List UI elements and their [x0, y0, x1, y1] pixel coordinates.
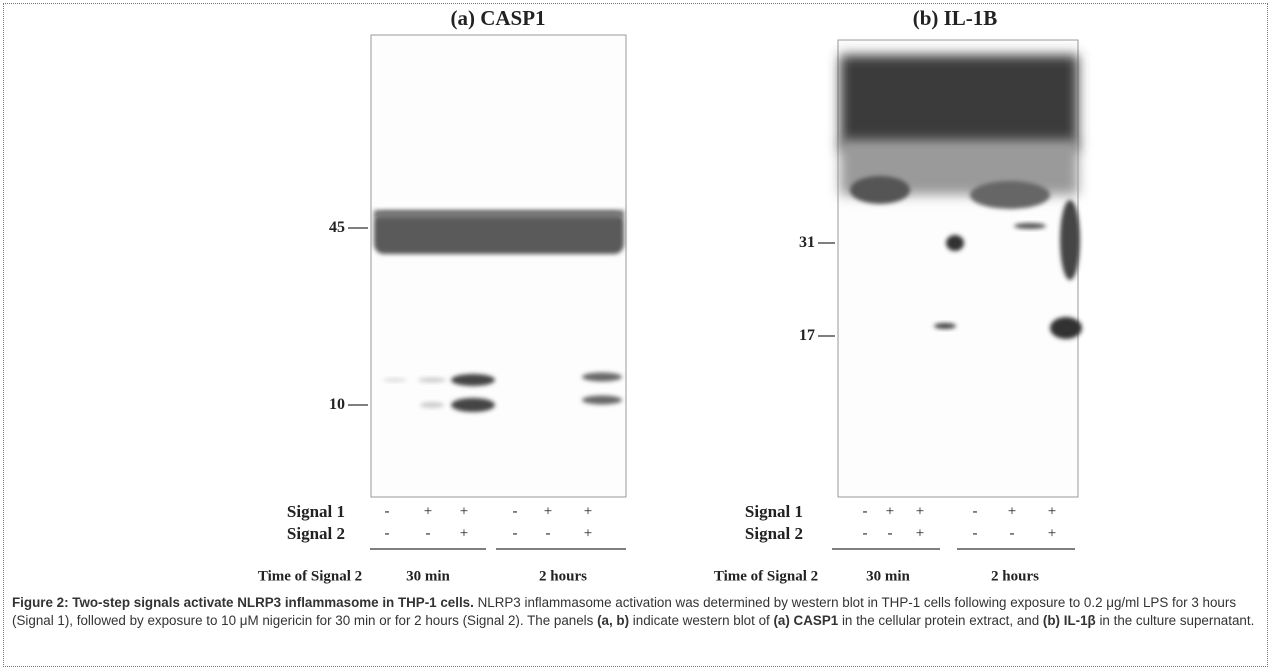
caption: Figure 2: Two-step signals activate NLRP… — [12, 594, 1262, 630]
time-label: Time of Signal 2 — [713, 568, 819, 585]
caption-text: (b) IL-1β — [1042, 613, 1096, 628]
lane-sign: - — [972, 503, 978, 520]
signal-label: Signal 2 — [286, 524, 345, 543]
lane-sign: + — [915, 503, 925, 520]
lane-sign: + — [543, 503, 553, 520]
lane-sign: - — [425, 525, 431, 542]
lane-sign: - — [972, 525, 978, 542]
time-value: 30 min — [406, 568, 450, 585]
lane-sign: - — [384, 503, 390, 520]
caption-text: (a, b) — [597, 613, 630, 628]
lane-sign: + — [1047, 503, 1057, 520]
caption-text: in the cellular protein extract, and — [838, 613, 1043, 628]
time-value: 2 hours — [991, 568, 1039, 585]
time-value: 2 hours — [539, 568, 587, 585]
lane-sign: + — [1007, 503, 1017, 520]
lane-sign: + — [915, 525, 925, 542]
caption-title: Figure 2: Two-step signals activate NLRP… — [12, 595, 474, 610]
lane-sign: + — [459, 525, 469, 542]
signal-label: Signal 2 — [744, 524, 803, 543]
caption-text: (a) CASP1 — [773, 613, 839, 628]
size-marker: 17 — [799, 327, 815, 344]
lane-sign: - — [862, 503, 868, 520]
signal-label: Signal 1 — [286, 502, 345, 521]
caption-text: in the culture supernatant. — [1095, 613, 1255, 628]
lane-sign: - — [862, 525, 868, 542]
caption-text: indicate western blot of — [629, 613, 774, 628]
lane-sign: - — [1009, 525, 1015, 542]
lane-sign: - — [384, 525, 390, 542]
lane-sign: - — [512, 503, 518, 520]
blot-b — [837, 39, 1082, 498]
lane-sign: - — [545, 525, 551, 542]
panel-title: (a) CASP1 — [450, 6, 546, 30]
lane-sign: - — [512, 525, 518, 542]
time-label: Time of Signal 2 — [257, 568, 363, 585]
size-marker: 31 — [799, 234, 815, 251]
figure-border — [3, 3, 1268, 667]
size-marker: 10 — [329, 396, 345, 413]
lane-sign: + — [583, 503, 593, 520]
lane-sign: - — [887, 525, 893, 542]
panel-title: (b) IL-1B — [912, 6, 998, 30]
caption-text: NLRP3 inflammasome activation was determ… — [12, 595, 1237, 628]
lane-sign: + — [1047, 525, 1057, 542]
time-value: 30 min — [866, 568, 910, 585]
lane-sign: + — [423, 503, 433, 520]
signal-label: Signal 1 — [744, 502, 803, 521]
lane-sign: + — [583, 525, 593, 542]
size-marker: 45 — [329, 219, 345, 236]
lane-sign: + — [459, 503, 469, 520]
lane-sign: + — [885, 503, 895, 520]
blot-a — [370, 34, 627, 498]
